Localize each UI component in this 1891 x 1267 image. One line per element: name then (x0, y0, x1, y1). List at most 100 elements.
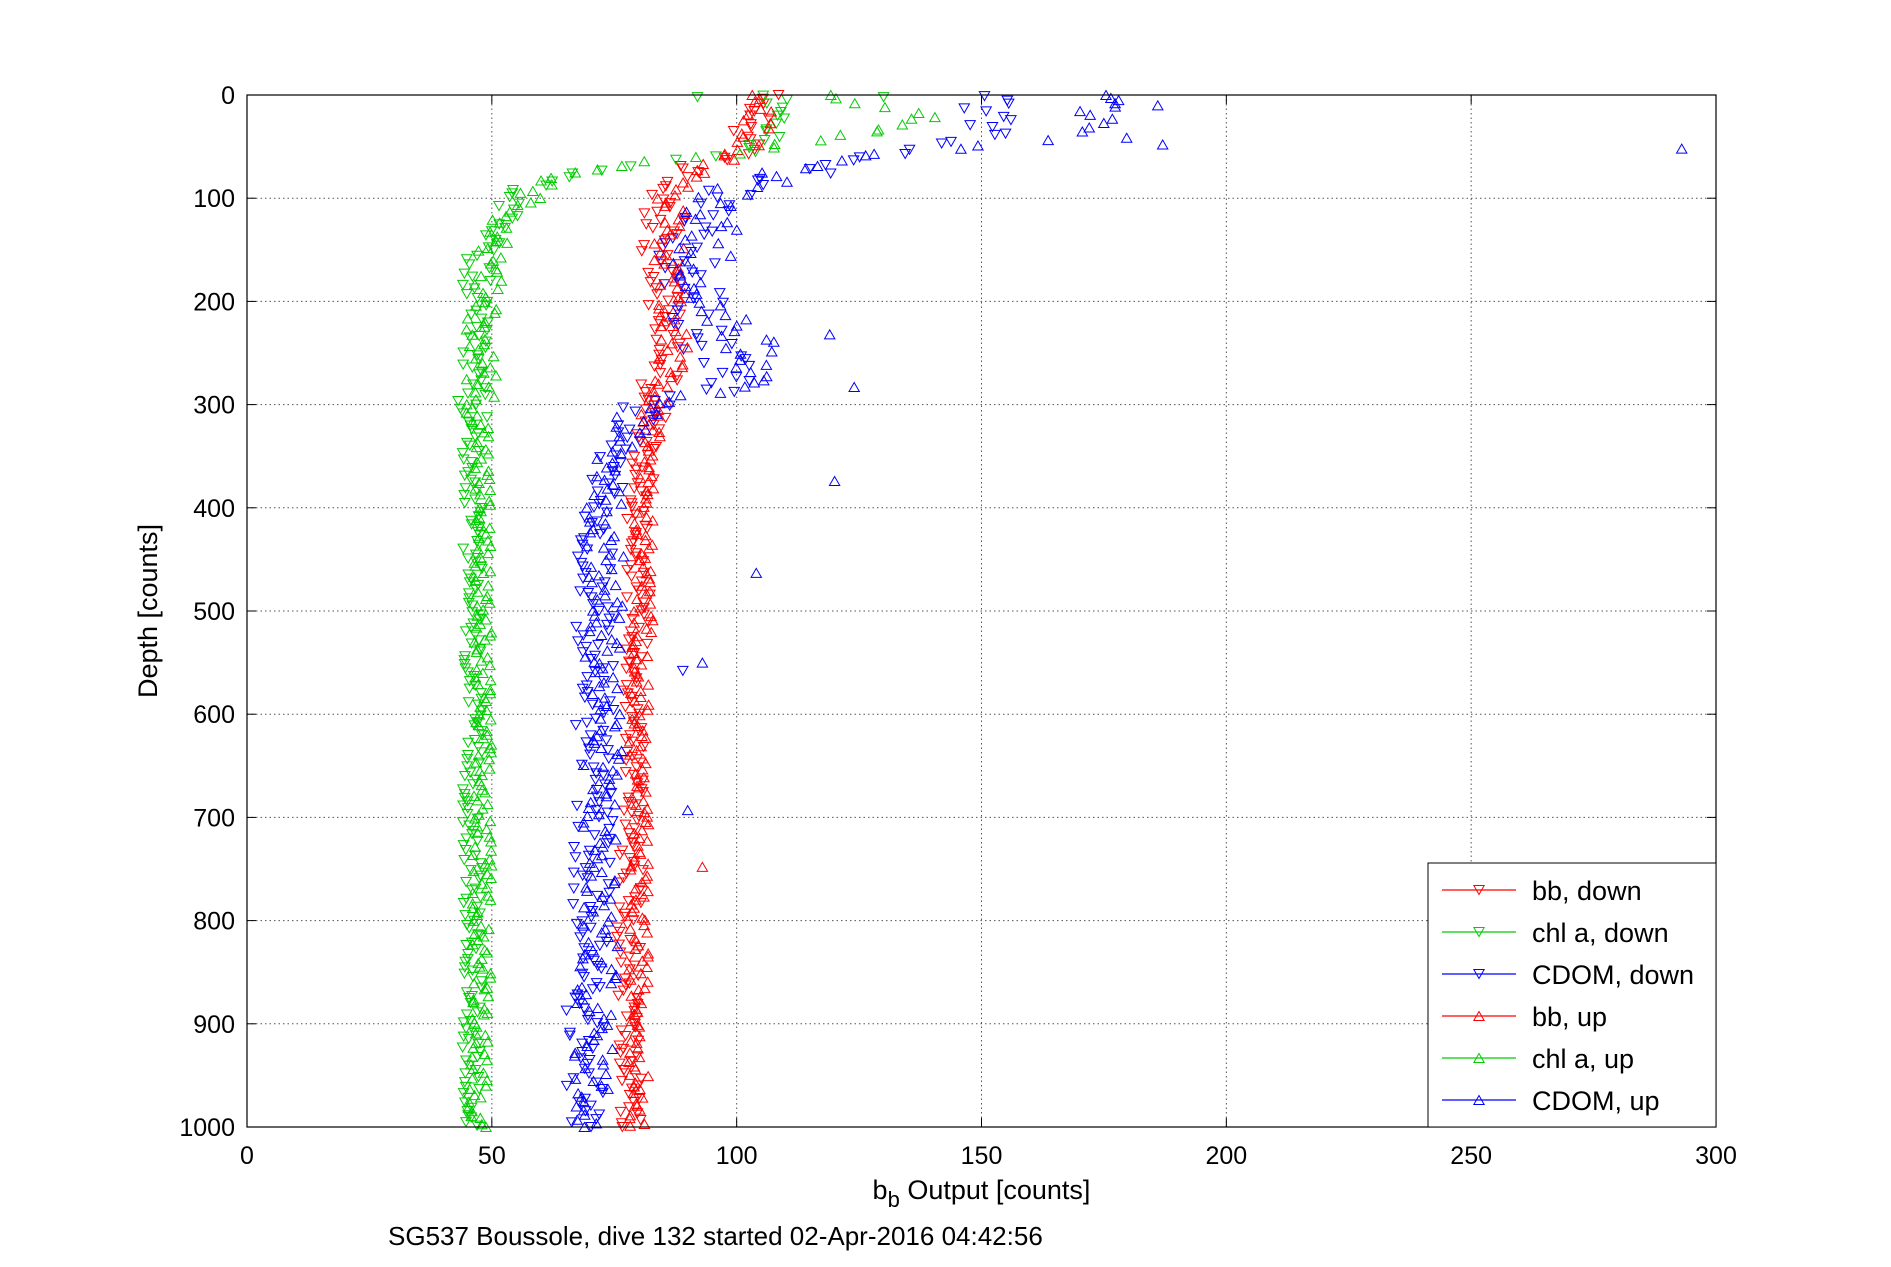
data-point (484, 484, 497, 495)
data-point (484, 565, 497, 577)
data-point (574, 960, 587, 972)
data-point (640, 623, 653, 634)
data-point (581, 873, 594, 884)
data-point (834, 129, 847, 140)
data-point (629, 406, 642, 418)
data-point (594, 529, 607, 540)
data-point (485, 860, 498, 871)
data-point (744, 366, 757, 378)
y-tick-label: 600 (193, 701, 235, 729)
data-point (623, 749, 636, 760)
data-point (588, 489, 601, 500)
data-point (644, 402, 657, 414)
data-point (601, 931, 615, 943)
y-tick-label: 900 (193, 1011, 235, 1039)
data-point (628, 451, 641, 463)
data-point (465, 1051, 478, 1062)
legend-label: CDOM, down (1532, 960, 1694, 990)
data-point (753, 93, 766, 104)
y-tick-label: 1000 (179, 1114, 235, 1142)
data-point (465, 515, 478, 527)
data-point (644, 598, 657, 609)
outlier-point (848, 381, 861, 393)
data-point (677, 176, 690, 188)
data-point (740, 313, 753, 325)
data-point (469, 560, 482, 571)
data-point (745, 122, 758, 133)
data-point (465, 1102, 478, 1114)
data-point (463, 1083, 476, 1094)
data-point (606, 765, 620, 776)
data-point (478, 634, 492, 645)
data-point (595, 165, 608, 177)
data-point (466, 849, 480, 861)
data-point (738, 381, 751, 392)
data-point (472, 719, 485, 731)
data-point (896, 118, 909, 130)
data-point (474, 618, 487, 629)
data-point (628, 1006, 641, 1017)
data-point (458, 268, 471, 280)
data-point (642, 542, 655, 554)
data-point (457, 1031, 470, 1043)
data-point (579, 1106, 592, 1117)
data-point (1109, 101, 1122, 112)
data-point (460, 324, 473, 335)
data-point (665, 337, 678, 349)
data-point (715, 325, 728, 337)
data-point (662, 305, 676, 316)
data-point (483, 763, 496, 774)
data-point (595, 926, 608, 938)
data-point (653, 397, 666, 409)
data-point (799, 162, 812, 174)
data-point (958, 103, 971, 114)
data-point (610, 411, 623, 422)
data-point (664, 366, 677, 378)
data-point (718, 149, 731, 161)
data-point (460, 289, 473, 300)
data-point (461, 803, 474, 814)
data-point (635, 462, 648, 473)
data-point (679, 234, 692, 245)
data-point (744, 190, 757, 201)
data-point (470, 441, 483, 453)
data-point (625, 538, 638, 549)
data-point (471, 1120, 484, 1132)
data-point (645, 626, 658, 637)
data-point (470, 756, 483, 768)
data-point (567, 867, 580, 879)
data-point (634, 897, 647, 909)
data-point (622, 896, 635, 907)
data-point (483, 495, 496, 506)
data-point (589, 774, 602, 786)
data-point (574, 1053, 587, 1064)
data-point (650, 408, 663, 419)
data-point (664, 228, 677, 240)
data-point (468, 813, 481, 824)
data-point (471, 250, 484, 262)
data-point (636, 763, 649, 775)
data-point (479, 858, 492, 869)
data-point (575, 557, 588, 569)
data-point (647, 482, 660, 494)
data-point (741, 189, 754, 200)
data-point (580, 988, 593, 1000)
data-point (482, 381, 495, 392)
data-point (709, 151, 722, 162)
data-point (626, 751, 639, 763)
data-point (635, 740, 648, 752)
data-point (622, 963, 636, 975)
data-point (469, 462, 482, 473)
data-point (474, 920, 487, 931)
data-point (575, 1091, 588, 1102)
data-point (604, 779, 617, 791)
data-point (630, 762, 643, 773)
data-point (488, 391, 501, 402)
data-point (635, 246, 648, 257)
data-point (492, 200, 506, 212)
data-point (608, 488, 621, 500)
data-point (469, 483, 482, 494)
data-point (577, 821, 590, 832)
data-point (458, 1097, 471, 1109)
data-point (615, 1118, 628, 1129)
